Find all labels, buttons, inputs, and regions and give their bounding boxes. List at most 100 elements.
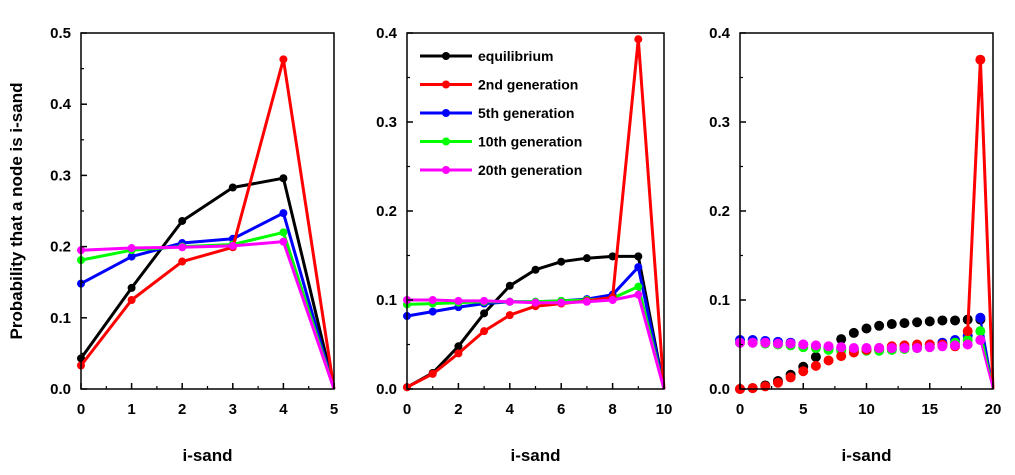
data-point	[962, 326, 973, 337]
data-point	[874, 343, 885, 354]
series-line-equilibrium	[79, 176, 336, 390]
data-point	[279, 174, 288, 183]
y-tick-label: 0.4	[376, 25, 398, 42]
data-point	[634, 263, 643, 272]
data-point	[950, 340, 961, 351]
data-point	[848, 343, 859, 354]
legend-swatch-marker	[442, 137, 450, 146]
legend-entry-10th: 10th generation	[420, 134, 582, 150]
data-point	[454, 296, 463, 305]
data-point	[127, 244, 136, 253]
y-tick-label: 0.5	[50, 25, 71, 42]
series-group	[77, 55, 336, 390]
y-axis-label: Probability that a node is i-sand	[7, 83, 26, 340]
series-drop-20th	[979, 339, 994, 390]
x-tick-label: 2	[454, 401, 462, 418]
data-point	[962, 339, 973, 350]
y-tick-label: 0.3	[50, 167, 71, 184]
series-line-5th	[406, 265, 666, 390]
y-tick-label: 0.2	[50, 239, 71, 256]
series-5th	[77, 209, 336, 390]
data-point	[747, 383, 758, 394]
data-point	[454, 349, 463, 358]
data-point	[505, 311, 514, 320]
x-tick-label: 8	[608, 401, 616, 418]
data-point	[127, 252, 136, 261]
series-line-2nd	[966, 59, 995, 390]
series-5th	[403, 263, 666, 390]
series-group	[735, 54, 995, 394]
x-tick-label: 0	[403, 401, 411, 418]
data-point	[861, 343, 872, 354]
legend-swatch-marker	[442, 109, 450, 117]
data-point	[428, 369, 437, 378]
data-point	[557, 298, 566, 307]
data-point	[582, 254, 591, 263]
data-point	[480, 309, 489, 318]
data-point	[582, 297, 591, 306]
series-group	[403, 35, 666, 392]
data-point	[634, 282, 643, 291]
data-point	[874, 320, 885, 331]
data-point	[785, 372, 796, 383]
y-tick-label: 0.0	[50, 381, 71, 398]
data-point	[428, 307, 437, 316]
x-tick-label: 2	[178, 401, 186, 418]
x-tick-label: 3	[229, 401, 237, 418]
legend-label: 5th generation	[478, 105, 574, 121]
series-line-20th	[80, 240, 336, 390]
data-point	[531, 298, 540, 307]
data-point	[836, 334, 847, 345]
y-tick-label: 0.3	[376, 114, 397, 131]
data-point	[279, 237, 288, 246]
data-point	[785, 338, 796, 349]
legend-label: 20th generation	[478, 162, 582, 178]
data-point	[886, 343, 897, 354]
data-point	[127, 296, 136, 304]
legend: equilibrium 2nd generation 5th generation 1…	[420, 48, 582, 178]
data-point	[608, 252, 617, 261]
plot-frame	[80, 32, 335, 390]
data-point	[899, 318, 910, 329]
data-point	[454, 342, 463, 351]
series-line-2nd	[79, 57, 336, 390]
data-point	[279, 209, 288, 218]
series-line-5th	[80, 211, 336, 390]
legend-label: 10th generation	[478, 134, 582, 150]
data-point	[810, 351, 821, 362]
y-tick-label: 0.1	[376, 292, 397, 309]
legend-swatch-marker	[442, 80, 450, 89]
data-point	[747, 337, 758, 348]
data-point	[810, 360, 821, 371]
data-point	[634, 252, 643, 261]
data-point	[823, 355, 834, 366]
data-point	[772, 338, 783, 349]
legend-entry-20th: 20th generation	[420, 162, 582, 178]
data-point	[505, 281, 514, 290]
y-tick-label: 0.3	[709, 114, 730, 131]
x-tick-label: 6	[557, 401, 565, 418]
legend-label: 2nd generation	[478, 77, 578, 93]
y-tick-label: 0.1	[709, 292, 730, 309]
data-point	[848, 327, 859, 338]
data-point	[912, 343, 923, 354]
data-point	[634, 290, 643, 299]
data-point	[480, 296, 489, 305]
data-point	[861, 323, 872, 334]
series-equilibrium	[403, 252, 666, 392]
series-20th	[77, 237, 336, 390]
x-tick-label: 15	[921, 401, 938, 418]
data-point	[760, 337, 771, 348]
legend-swatch-marker	[442, 166, 450, 174]
data-point	[531, 265, 540, 274]
data-point	[228, 183, 237, 192]
legend-entry-5th: 5th generation	[420, 105, 574, 121]
series-line-equilibrium	[406, 254, 666, 390]
x-tick-label: 4	[279, 401, 288, 418]
y-tick-label: 0.2	[709, 203, 730, 220]
data-point	[279, 228, 288, 237]
x-tick-label: 5	[799, 401, 807, 418]
x-tick-label: 10	[858, 401, 875, 418]
panel-left: 0 1 2 3 4 5 0.0 0.1 0.2 0.3 0.4 0.5 i-sand	[50, 25, 338, 465]
